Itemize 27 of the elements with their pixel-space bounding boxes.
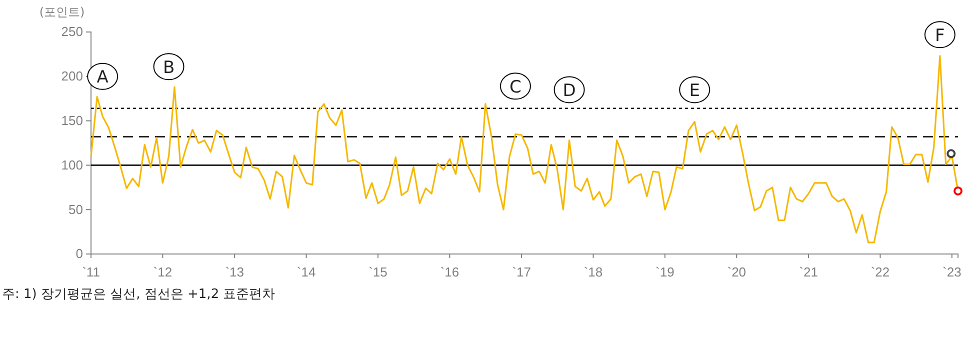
x-tick-label: `16: [440, 264, 460, 280]
x-tick-label: `23: [942, 264, 962, 280]
y-axis-title: (포인트): [39, 5, 85, 19]
annotation: A: [96, 68, 109, 88]
x-tick-label: `13: [225, 264, 244, 280]
y-tick-label: 250: [61, 24, 83, 40]
y-tick-label: 100: [61, 157, 83, 172]
x-tick-label: `19: [656, 264, 674, 280]
x-tick-label: `14: [296, 264, 316, 280]
annotation: B: [162, 58, 175, 78]
y-tick-label: 50: [68, 202, 83, 217]
x-tick-label: `17: [512, 264, 531, 280]
x-tick-label: `21: [799, 264, 818, 280]
y-tick-label: 200: [61, 68, 83, 84]
annotation: C: [510, 77, 522, 98]
x-tick-label: `15: [368, 264, 388, 280]
x-tick-label: `22: [870, 264, 890, 280]
annotation: F: [935, 26, 945, 46]
annotation: E: [689, 80, 700, 101]
x-tick-label: `20: [727, 264, 746, 280]
y-tick-label: 150: [61, 112, 83, 128]
y-tick-label: 0: [76, 246, 83, 262]
annotation: D: [562, 80, 576, 101]
text: 주: 1) 장기평균은 실선, 점선은 +1,2 표준편차: [2, 287, 276, 302]
x-tick-label: `18: [584, 264, 603, 280]
x-tick-label: `12: [153, 264, 172, 280]
x-tick-label: `11: [82, 264, 100, 280]
